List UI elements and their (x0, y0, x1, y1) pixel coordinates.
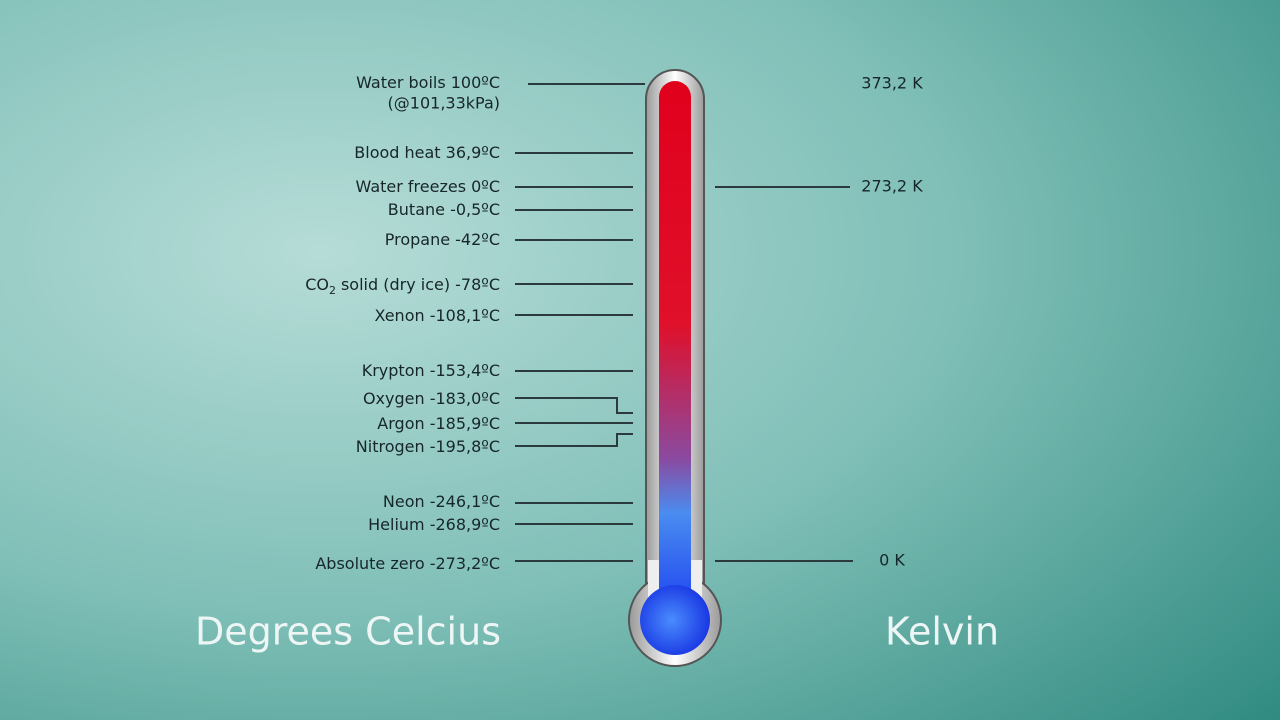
kelvin-label: 273,2 K (861, 177, 923, 196)
celsius-label: CO2 solid (dry ice) -78ºC (305, 275, 500, 298)
celsius-label: Krypton -153,4ºC (362, 361, 500, 380)
label-text: Butane -0,5ºC (388, 200, 500, 219)
kelvin-label: 0 K (879, 551, 905, 570)
celsius-label: Blood heat 36,9ºC (354, 143, 500, 162)
mercury-bulb (640, 585, 710, 655)
label-text: Neon -246,1ºC (383, 492, 500, 511)
celsius-label: Xenon -108,1ºC (374, 306, 500, 325)
thermometer (628, 69, 722, 667)
celsius-label: Water boils 100ºC (356, 73, 500, 92)
celsius-label: Helium -268,9ºC (368, 515, 500, 534)
celsius-heading: Degrees Celcius (195, 610, 501, 654)
label-text: Absolute zero -273,2ºC (315, 554, 500, 573)
mercury-column (659, 81, 691, 621)
label-subscript: 2 (329, 284, 336, 297)
celsius-label: Propane -42ºC (385, 230, 500, 249)
leader-line (515, 397, 633, 414)
celsius-label: Absolute zero -273,2ºC (315, 554, 500, 573)
label-text: solid (dry ice) -78ºC (341, 275, 500, 294)
celsius-label: Nitrogen -195,8ºC (356, 437, 500, 456)
celsius-label: Argon -185,9ºC (377, 414, 500, 433)
label-text: Water freezes 0ºC (356, 177, 500, 196)
kelvin-heading: Kelvin (885, 610, 999, 654)
label-text: Xenon -108,1ºC (374, 306, 500, 325)
label-text: Water boils 100ºC (356, 73, 500, 92)
label-text: Propane -42ºC (385, 230, 500, 249)
label-text: Krypton -153,4ºC (362, 361, 500, 380)
kelvin-label: 373,2 K (861, 74, 923, 93)
label-text: Nitrogen -195,8ºC (356, 437, 500, 456)
label-text: Helium -268,9ºC (368, 515, 500, 534)
celsius-label: Water freezes 0ºC (356, 177, 500, 196)
label-text: Blood heat 36,9ºC (354, 143, 500, 162)
label-prefix: CO (305, 275, 329, 294)
label-text: Argon -185,9ºC (377, 414, 500, 433)
celsius-label: Neon -246,1ºC (383, 492, 500, 511)
leader-line (515, 433, 633, 447)
celsius-label: Oxygen -183,0ºC (363, 389, 500, 408)
celsius-label: Butane -0,5ºC (388, 200, 500, 219)
celsius-note: (@101,33kPa) (388, 94, 500, 113)
label-text: Oxygen -183,0ºC (363, 389, 500, 408)
